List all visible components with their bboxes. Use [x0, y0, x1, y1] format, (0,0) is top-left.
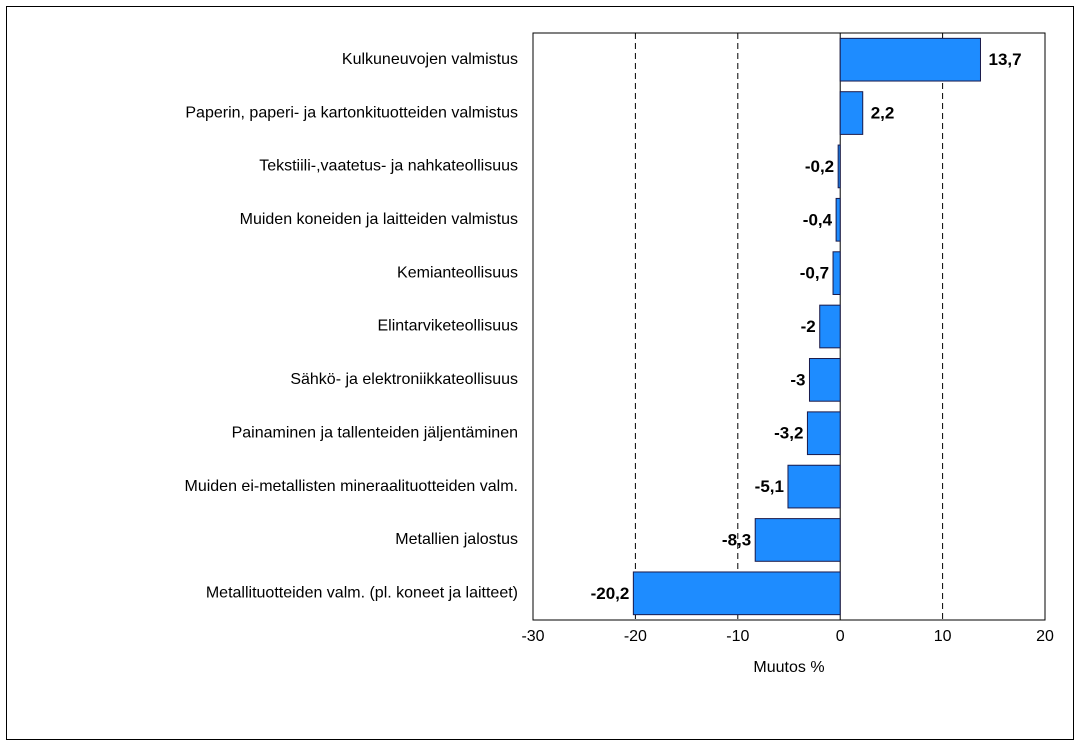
bar [835, 197, 841, 242]
y-tick-label: Muiden ei-metallisten mineraalituotteide… [185, 478, 519, 495]
x-tick-label: -30 [521, 628, 544, 645]
bar [832, 251, 841, 295]
y-tick-label: Muiden koneiden ja laitteiden valmistus [240, 211, 518, 228]
y-tick-label: Kulkuneuvojen valmistus [342, 51, 518, 68]
plot-area [532, 32, 1046, 621]
value-label: -8,3 [722, 530, 751, 549]
bar [787, 464, 841, 509]
y-tick-label: Metallien jalostus [395, 531, 518, 548]
frame [6, 6, 1074, 740]
value-label: -20,2 [591, 584, 630, 603]
bar [839, 37, 981, 82]
value-label: -5,1 [755, 477, 784, 496]
value-label: -0,4 [803, 210, 833, 229]
y-tick-label: Metallituotteiden valm. (pl. koneet ja l… [206, 585, 518, 602]
value-label: 2,2 [871, 104, 895, 123]
y-tick-label: Tekstiili-,vaatetus- ja nahkateollisuus [259, 158, 518, 175]
y-tick-label: Sähkö- ja elektroniikkateollisuus [290, 371, 518, 388]
y-tick-label: Kemianteollisuus [397, 264, 518, 281]
bar [806, 411, 841, 456]
value-label: 13,7 [988, 50, 1021, 69]
bar [839, 91, 864, 135]
bar [632, 571, 841, 616]
y-tick-label: Paperin, paperi- ja kartonkituotteiden v… [185, 104, 518, 121]
value-label: -3 [790, 370, 805, 389]
value-label: -3,2 [774, 424, 803, 443]
value-label: -0,2 [805, 157, 834, 176]
y-tick-label: Elintarviketeollisuus [377, 318, 518, 335]
x-tick-label: 20 [1036, 628, 1054, 645]
bar [819, 304, 841, 349]
bar [754, 518, 841, 562]
value-label: -0,7 [800, 264, 829, 283]
bar [808, 358, 841, 402]
x-tick-label: 10 [934, 628, 952, 645]
x-axis-label: Muutos % [753, 659, 824, 676]
x-tick-label: -20 [624, 628, 647, 645]
x-tick-label: -10 [726, 628, 749, 645]
y-tick-label: Painaminen ja tallenteiden jäljentäminen [232, 424, 518, 441]
bar [837, 144, 841, 189]
value-label: -2 [801, 317, 816, 336]
x-tick-label: 0 [836, 628, 845, 645]
